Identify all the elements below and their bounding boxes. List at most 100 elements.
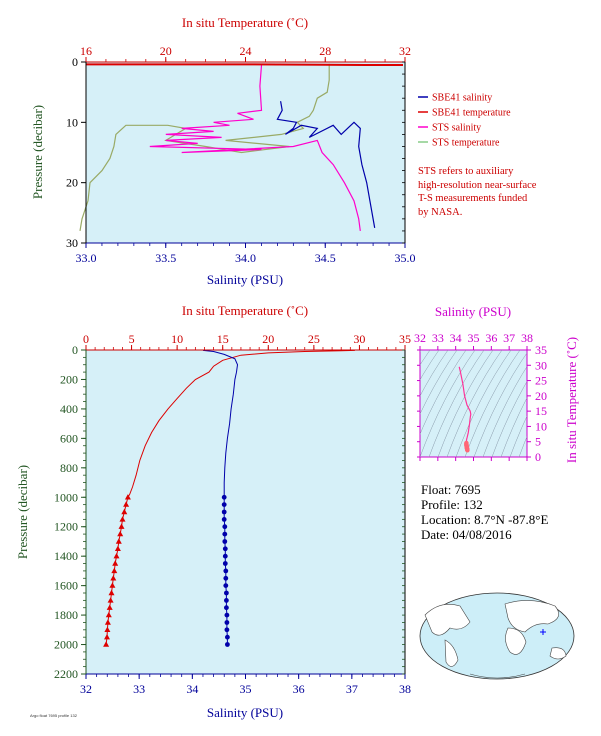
pressure-tick-label: 2200 [54, 667, 78, 681]
pressure-tick-label: 10 [66, 115, 78, 129]
p1-sts-temperature-line [79, 63, 330, 231]
pressure-tick-label: 2000 [54, 638, 78, 652]
pressure-tick-label: 600 [60, 431, 78, 445]
p2-salinity-marker [224, 605, 229, 611]
ts-temperature-tick-label: 0 [535, 450, 541, 464]
salinity-tick-label: 35 [240, 682, 252, 696]
p2-temperature-marker [108, 589, 115, 596]
p2-temperature-marker [115, 538, 122, 544]
p2-salinity-marker [221, 509, 227, 515]
p1-sts-salinity-line [149, 64, 361, 231]
p1-sbe41-temperature-line [86, 63, 403, 66]
ts-temperature-tick-label: 15 [535, 404, 547, 418]
p2-temperature-marker [105, 611, 112, 618]
ts-salinity-tick-label: 38 [521, 331, 533, 345]
pressure-tick-label: 1800 [54, 608, 78, 622]
ts-isopycnal [455, 350, 512, 457]
ts-diagram-series [458, 366, 472, 453]
near-surface-axes: 33.0 33.5 34.0 34.5 35.0 16 20 24 28 32 0 10 20 30 [66, 44, 416, 265]
p2-salinity-marker [224, 590, 229, 596]
legend: SBE41 salinity SBE41 temperature STS salin… [418, 93, 511, 149]
salinity-tick-label: 34 [186, 682, 198, 696]
temperature-tick-label: 24 [240, 44, 252, 58]
pressure-tick-label: 200 [60, 372, 78, 386]
p2-salinity-marker [221, 494, 227, 500]
pressure-tick-label: 1400 [54, 549, 78, 563]
salinity-tick-label: 33.5 [155, 251, 176, 265]
p2-temperature-marker [123, 501, 130, 507]
ts-isopycnal [437, 350, 494, 457]
ts-top-axis-title: Salinity (PSU) [435, 304, 511, 319]
temperature-tick-label: 5 [129, 332, 135, 346]
p2-temperature-marker [107, 597, 114, 603]
p2-temperature-marker [119, 516, 126, 522]
p2-salinity-marker [221, 502, 227, 507]
p2-salinity-marker [221, 517, 227, 522]
p2-temperature-marker [103, 641, 110, 647]
ts-isopycnal [482, 366, 527, 457]
ts-deep-point [465, 448, 470, 453]
legend-label: SBE41 temperature [432, 108, 511, 119]
ts-isopycnal [428, 350, 485, 457]
ts-isopycnal [420, 350, 449, 397]
ts-salinity-tick-label: 34 [450, 331, 462, 345]
p2-temperature-marker [109, 582, 116, 588]
legend-label: STS temperature [432, 138, 500, 149]
credit-text: Argo float 7695 profile 132 [30, 713, 77, 718]
float-info: Float: 7695 Profile: 132 Location: 8.7°N… [421, 482, 548, 542]
temperature-tick-label: 32 [399, 44, 411, 58]
ts-isopycnal [420, 350, 476, 457]
p2-salinity-marker [222, 524, 228, 530]
temperature-tick-label: 16 [80, 44, 92, 58]
temperature-tick-label: 35 [399, 332, 411, 346]
ts-temperature-tick-label: 5 [535, 435, 541, 449]
pressure-tick-label: 0 [72, 343, 78, 357]
pressure-tick-label: 800 [60, 461, 78, 475]
temperature-tick-label: 15 [217, 332, 229, 346]
full-profile-panel: 32 33 34 35 36 37 38 0 5 10 15 20 25 30 35 0 200 400 600 80… [15, 303, 411, 720]
ts-isopycnal [420, 350, 440, 381]
temperature-tick-label: 20 [160, 44, 172, 58]
pressure-tick-label: 20 [66, 176, 78, 190]
salinity-tick-label: 36 [293, 682, 305, 696]
ts-right-axis-title: In situ Temperature (˚C) [564, 337, 579, 463]
temperature-tick-label: 25 [308, 332, 320, 346]
temperature-tick-label: 30 [353, 332, 365, 346]
float-row: Float: 7695 [421, 482, 548, 497]
p2-temperature-marker [113, 553, 120, 559]
p2-salinity-marker [222, 561, 228, 566]
pressure-tick-label: 1600 [54, 579, 78, 593]
p2-temperature-marker [104, 626, 111, 632]
near-surface-y-axis-title: Pressure (decibar) [30, 105, 45, 199]
map-location-marker [540, 629, 546, 635]
profile-label: Profile: [421, 497, 460, 512]
ts-isopycnal [473, 352, 527, 457]
p2-temperature-marker [104, 619, 111, 625]
p2-temperature-marker [124, 494, 131, 500]
ts-isopycnal [464, 350, 521, 457]
temperature-tick-label: 0 [83, 332, 89, 346]
note-line: high-resolution near-surface [418, 179, 537, 191]
map-land-antarctica [469, 673, 526, 679]
date-row: Date: 04/08/2016 [421, 527, 548, 542]
p2-salinity-marker [222, 539, 228, 544]
p2-salinity-marker [224, 620, 230, 625]
salinity-tick-label: 34.5 [315, 251, 336, 265]
near-surface-top-axis-title: In situ Temperature (˚C) [182, 15, 308, 30]
salinity-tick-label: 32 [80, 682, 92, 696]
map-land-australia [549, 647, 567, 660]
sts-note: STS refers to auxiliary high-resolution … [418, 165, 598, 219]
note-line: STS refers to auxiliary [418, 166, 514, 177]
p2-salinity-marker [223, 575, 229, 581]
p2-salinity-marker [222, 546, 228, 552]
p2-temperature-marker [112, 560, 119, 566]
ts-salinity-tick-label: 32 [414, 331, 426, 345]
salinity-tick-label: 37 [346, 682, 358, 696]
p2-salinity-marker [224, 612, 230, 618]
ts-salinity-tick-label: 37 [503, 331, 515, 345]
salinity-tick-label: 33 [133, 682, 145, 696]
salinity-tick-label: 35.0 [395, 251, 416, 265]
ts-temperature-tick-label: 10 [535, 419, 547, 433]
